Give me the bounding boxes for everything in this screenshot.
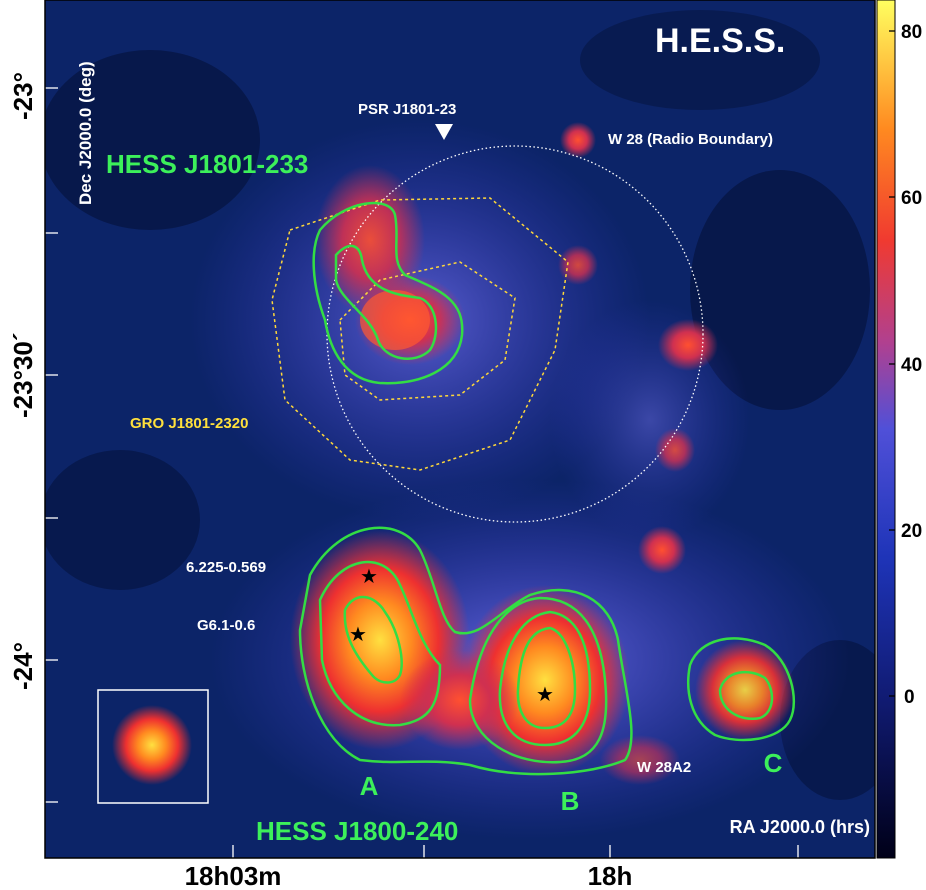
tick-marks: [45, 87, 799, 858]
north-contours: [312, 201, 464, 385]
psf-inset-box: [97, 689, 209, 804]
w28-radio-boundary: [326, 145, 704, 523]
star-label: G6.1-0.6: [197, 617, 255, 634]
plot-frame: [44, 0, 876, 859]
region-label-b: B: [561, 786, 580, 816]
ra-tick-label: 18h: [588, 861, 633, 890]
star-marker-icon: ★: [360, 566, 378, 588]
colorbar-tick-label: 0: [904, 687, 915, 708]
south-contours: [298, 526, 795, 776]
dec-tick-label: -24°: [8, 642, 38, 690]
colorbar-ticks: [889, 30, 895, 697]
dec-axis-label: Dec J2000.0 (deg): [76, 61, 95, 205]
colorbar: [876, 0, 896, 859]
gro-contour-inner: [339, 261, 516, 401]
region-label-a: A: [360, 771, 379, 801]
instrument-title: H.E.S.S.: [655, 22, 785, 60]
dec-tick-label: -23°30´: [8, 332, 38, 418]
star-label: 6.225-0.569: [186, 559, 266, 576]
ra-axis-label: RA J2000.0 (hrs): [730, 817, 870, 837]
ra-tick-label: 18h03m: [185, 861, 282, 890]
star-marker-icon: ★: [536, 684, 554, 706]
hess-j1801-label: HESS J1801-233: [106, 149, 308, 179]
psr-marker-icon: [435, 124, 453, 140]
psr-label: PSR J1801-23: [358, 101, 456, 118]
region-label-c: C: [764, 748, 783, 778]
dec-tick-label: -23°: [8, 72, 38, 120]
gro-contour-outer: [271, 197, 569, 471]
hess-j1800-label: HESS J1800-240: [256, 816, 458, 846]
count-map: [45, 0, 875, 858]
colorbar-tick-label: 60: [901, 188, 922, 209]
w28-label: W 28 (Radio Boundary): [608, 131, 773, 148]
colorbar-tick-label: 80: [901, 22, 922, 43]
colorbar-tick-label: 20: [901, 521, 922, 542]
gro-label: GRO J1801-2320: [130, 415, 248, 432]
star-marker-icon: ★: [349, 624, 367, 646]
w28a2-label: W 28A2: [637, 759, 691, 776]
colorbar-tick-label: 40: [901, 355, 922, 376]
